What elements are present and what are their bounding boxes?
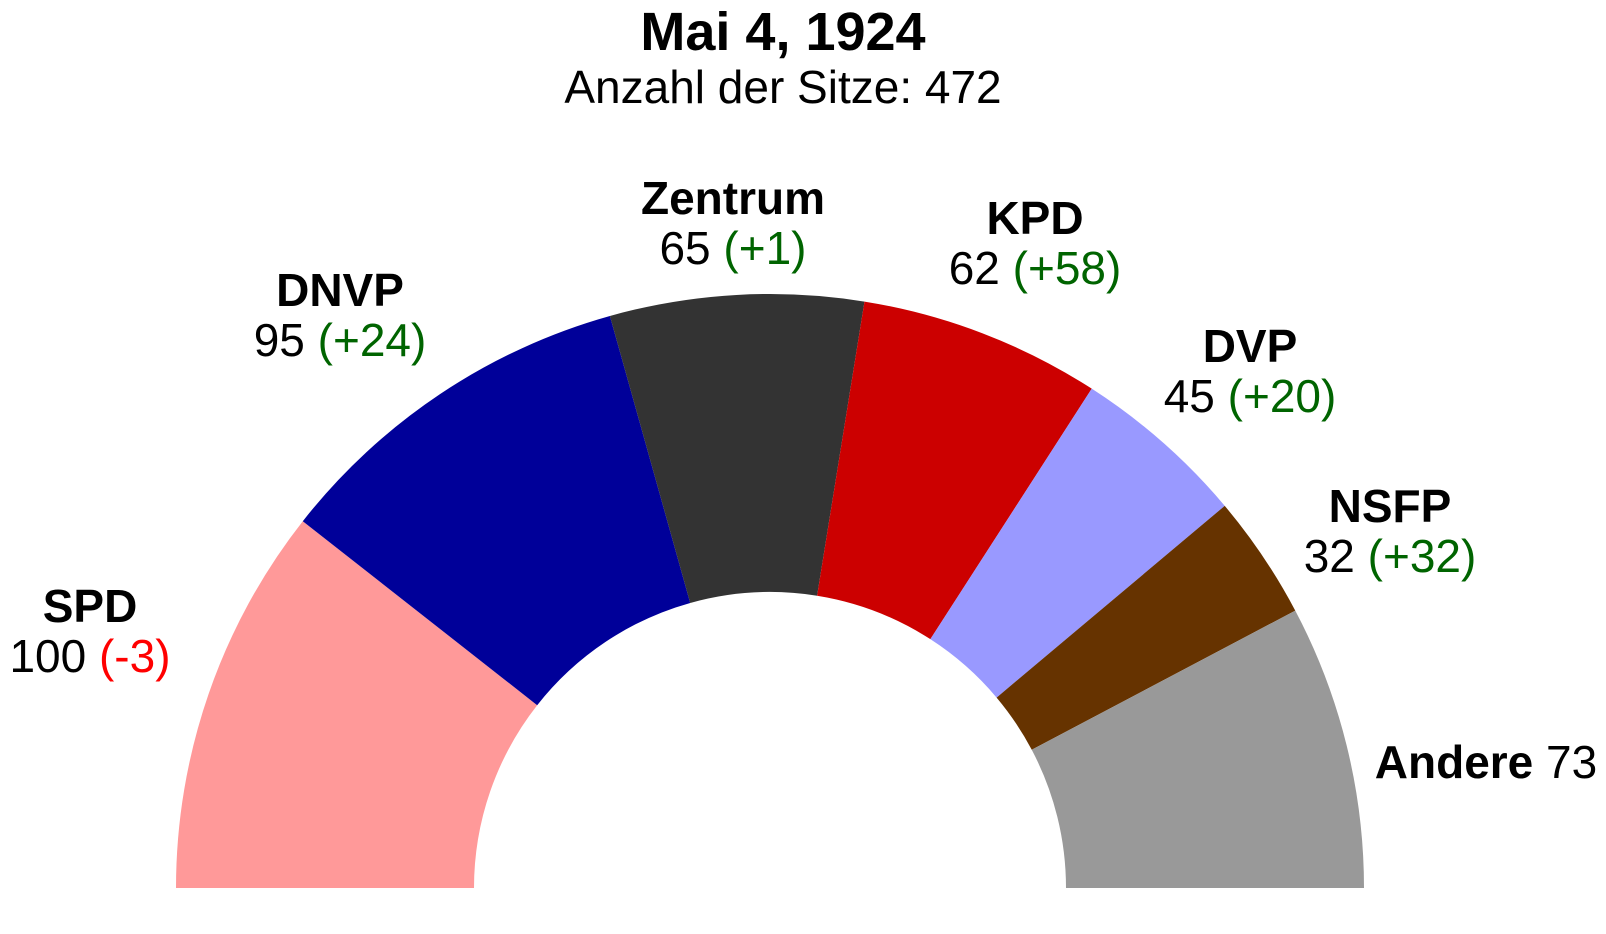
- party-name-nsfp: NSFP: [1329, 480, 1452, 532]
- seat-change: (+32): [1368, 530, 1477, 582]
- segment-kpd: [817, 301, 1092, 640]
- seat-count: 32: [1304, 530, 1368, 582]
- seat-count: 95: [254, 314, 318, 366]
- seat-count: 62: [949, 242, 1013, 294]
- party-name-kpd: KPD: [986, 192, 1083, 244]
- label-andere: Andere 73: [1375, 736, 1597, 788]
- party-name-spd: SPD: [43, 580, 138, 632]
- segment-dvp: [930, 388, 1225, 698]
- party-name-zentrum: Zentrum: [641, 172, 825, 224]
- seat-change: (+24): [318, 314, 427, 366]
- seat-segments: [176, 293, 1364, 888]
- seat-label-dnvp: 95 (+24): [254, 314, 427, 366]
- party-name-dvp: DVP: [1203, 320, 1298, 372]
- seat-count: 73: [1533, 736, 1597, 788]
- party-name-dnvp: DNVP: [276, 264, 404, 316]
- seat-label-nsfp: 32 (+32): [1304, 530, 1477, 582]
- seat-change: (+1): [723, 222, 806, 274]
- seat-change: (+58): [1013, 242, 1122, 294]
- segment-spd: [176, 521, 538, 888]
- seat-label-dvp: 45 (+20): [1164, 370, 1337, 422]
- seat-count: 45: [1164, 370, 1228, 422]
- seat-label-zentrum: 65 (+1): [659, 222, 806, 274]
- segment-dnvp: [302, 315, 691, 706]
- segment-zentrum: [609, 293, 865, 603]
- segment-nsfp: [996, 505, 1296, 750]
- party-name: Andere: [1375, 736, 1533, 788]
- seat-change: (-3): [99, 630, 171, 682]
- seat-count: 100: [9, 630, 99, 682]
- chart-title: Mai 4, 1924: [640, 2, 925, 62]
- segment-andere: [1031, 610, 1364, 888]
- seat-change: (+20): [1228, 370, 1337, 422]
- seat-count: 65: [659, 222, 723, 274]
- seat-label-spd: 100 (-3): [9, 630, 170, 682]
- seat-label-kpd: 62 (+58): [949, 242, 1122, 294]
- chart-subtitle: Anzahl der Sitze: 472: [564, 61, 1001, 113]
